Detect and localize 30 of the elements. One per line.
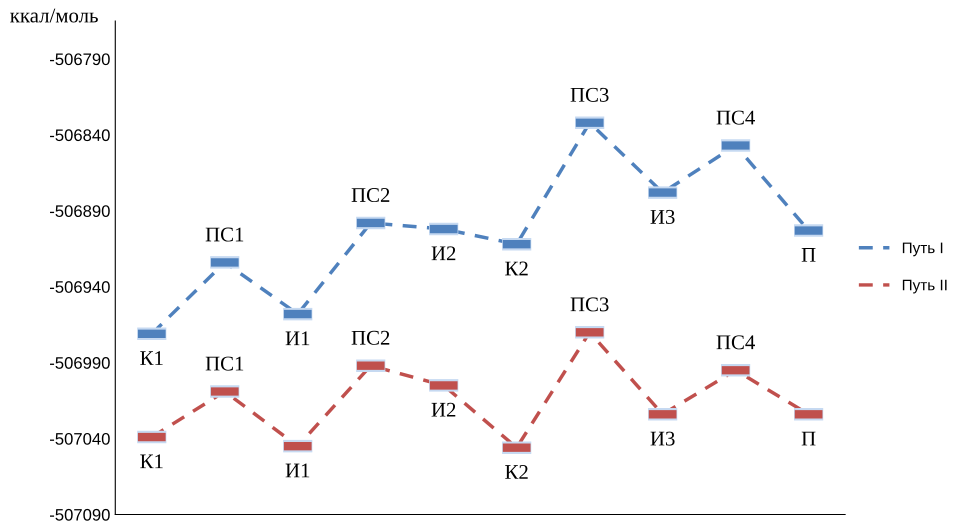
data-label: И2: [432, 402, 456, 417]
data-label: К2: [505, 262, 528, 276]
data-label: И3: [650, 210, 675, 224]
data-label: П: [802, 248, 816, 262]
data-label: П: [802, 432, 816, 446]
y-tick-label: -506890: [50, 205, 110, 218]
data-label: ПС4: [716, 110, 755, 125]
y-tick-label: -507040: [50, 432, 110, 445]
data-label: И3: [650, 432, 675, 446]
data-label: ПС4: [716, 335, 755, 350]
data-label: И1: [286, 464, 310, 478]
legend-label: Путь II: [902, 280, 947, 294]
data-label: К1: [140, 454, 163, 468]
data-label: К1: [140, 351, 163, 365]
data-label: ПС2: [352, 330, 390, 345]
data-label: И1: [286, 331, 310, 346]
y-tick-label: -506790: [50, 53, 110, 66]
data-label: И2: [432, 246, 456, 260]
data-label: ПС2: [352, 188, 390, 202]
y-tick-label: -506840: [50, 129, 110, 142]
y-axis-title: ккал/моль: [10, 8, 98, 23]
legend-label: Путь I: [902, 242, 942, 256]
data-label: ПС3: [570, 88, 609, 102]
data-label: ПС1: [206, 356, 244, 371]
y-tick-label: -506940: [50, 281, 110, 293]
y-tick-label: -507090: [50, 508, 110, 521]
data-label: ПС1: [206, 228, 244, 242]
data-label: К2: [505, 465, 528, 479]
y-tick-label: -506990: [50, 357, 110, 369]
data-label: ПС3: [570, 297, 609, 312]
